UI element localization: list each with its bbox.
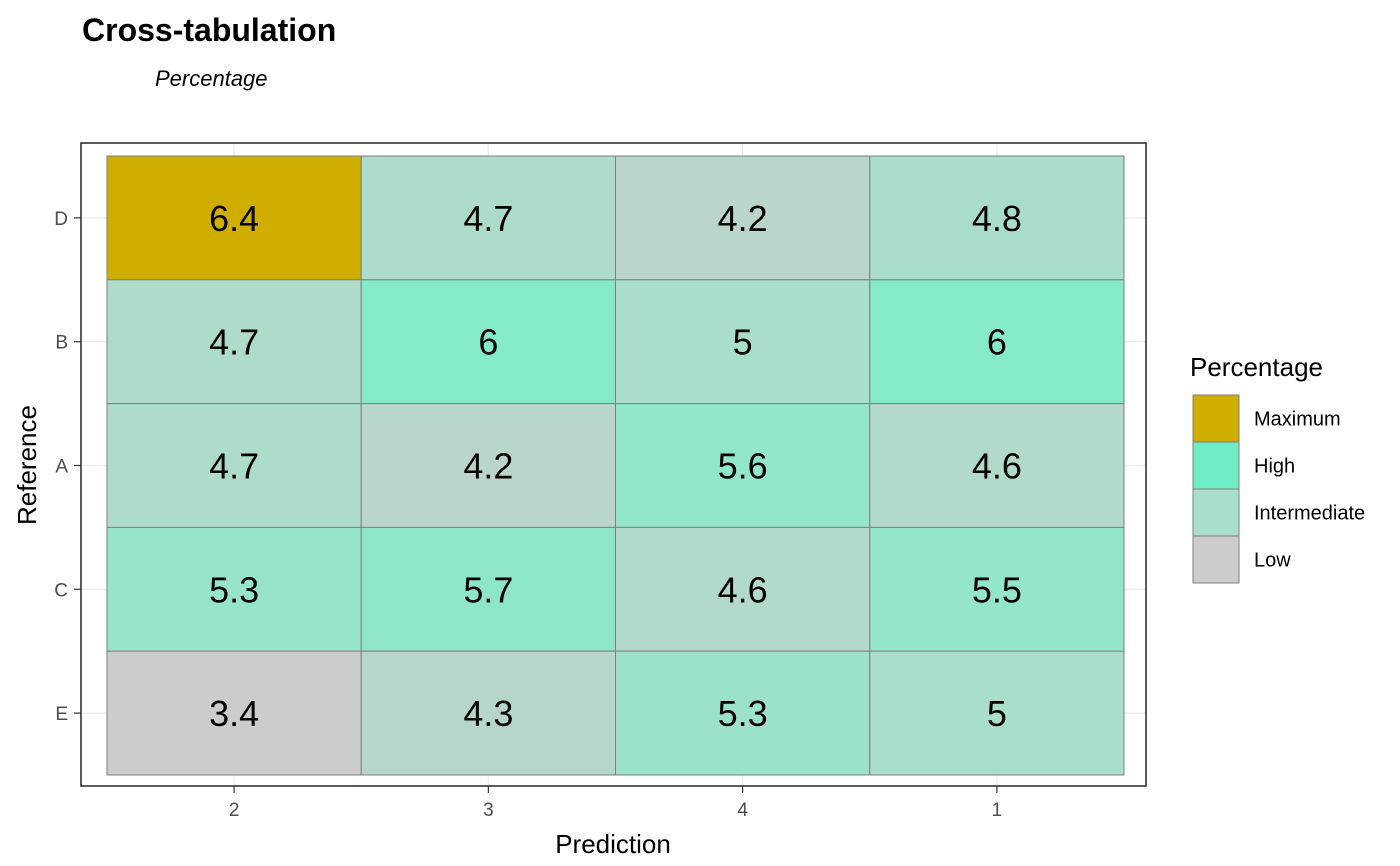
cell-value-label: 4.3 (463, 693, 513, 734)
cell-value-label: 5.5 (972, 569, 1022, 610)
cell-value-label: 5 (733, 322, 753, 363)
legend-label: Low (1254, 550, 1291, 572)
cell-value-label: 6 (987, 322, 1007, 363)
y-tick-label: C (54, 580, 68, 601)
legend-label: High (1254, 456, 1295, 478)
cell-value-label: 5.6 (718, 446, 768, 487)
legend-label: Intermediate (1254, 503, 1365, 525)
cell-value-label: 6.4 (209, 198, 259, 239)
cell-value-label: 5 (987, 693, 1007, 734)
x-tick-label: 4 (737, 800, 748, 821)
cell-value-label: 5.3 (718, 693, 768, 734)
legend-swatch (1192, 394, 1240, 443)
cell-value-label: 6 (478, 322, 498, 363)
legend-swatch (1192, 441, 1240, 490)
x-tick-label: 3 (483, 800, 494, 821)
chart-title: Cross-tabulation (82, 12, 336, 48)
heatmap-cell (615, 403, 871, 528)
y-tick-label: E (55, 704, 68, 725)
legend: Percentage Maximum High Intermediate Low (1190, 352, 1365, 584)
heatmap-cell (106, 650, 362, 776)
heatmap-cell (106, 526, 362, 652)
heatmap-cells: 6.4 4.7 4.2 4.8 4.7 6 5 6 4.7 4.2 5.6 4.6 5.3 5.7 4.6 5… (80, 142, 1147, 787)
y-tick-label: A (55, 457, 68, 478)
cell-value-label: 4.7 (463, 198, 513, 239)
heatmap-cell (869, 279, 1125, 405)
cell-value-label: 4.7 (209, 446, 259, 487)
legend-swatch (1192, 488, 1240, 537)
heatmap-cell (869, 403, 1125, 528)
cell-value-label: 4.6 (972, 446, 1022, 487)
cell-value-label: 5.7 (463, 569, 513, 610)
heatmap-cell (360, 155, 616, 281)
legend-title: Percentage (1190, 352, 1323, 382)
heatmap-cell (360, 650, 616, 776)
heatmap-cell (106, 155, 362, 281)
x-tick-label: 2 (229, 800, 240, 821)
y-tick-label: B (55, 333, 68, 354)
cell-value-label: 4.6 (718, 569, 768, 610)
heatmap-cell (106, 403, 362, 528)
cell-value-label: 5.3 (209, 569, 259, 610)
heatmap-cell (360, 403, 616, 528)
cell-value-label: 4.7 (209, 322, 259, 363)
x-tick-label: 1 (992, 800, 1003, 821)
heatmap-cell (106, 279, 362, 405)
legend-swatch (1192, 535, 1240, 584)
legend-label: Maximum (1254, 409, 1341, 431)
y-tick-label: D (54, 209, 68, 230)
y-axis-title: Reference (12, 405, 42, 525)
x-axis-title: Prediction (555, 829, 671, 859)
cell-value-label: 4.2 (718, 198, 768, 239)
heatmap-cell (869, 650, 1125, 776)
heatmap-cell (869, 526, 1125, 652)
cell-value-label: 4.2 (463, 446, 513, 487)
heatmap-cell (615, 155, 871, 281)
chart-subtitle: Percentage (155, 66, 268, 91)
panel-border (80, 142, 1147, 787)
cell-value-label: 4.8 (972, 198, 1022, 239)
heatmap-cell (615, 279, 871, 405)
heatmap-cell (615, 650, 871, 776)
x-axis: 2 3 4 1 (229, 786, 1002, 821)
cell-value-label: 3.4 (209, 693, 259, 734)
heatmap-cell (615, 526, 871, 652)
heatmap-cell (360, 526, 616, 652)
y-axis: D B A C E (54, 209, 81, 725)
heatmap-cell (869, 155, 1125, 281)
